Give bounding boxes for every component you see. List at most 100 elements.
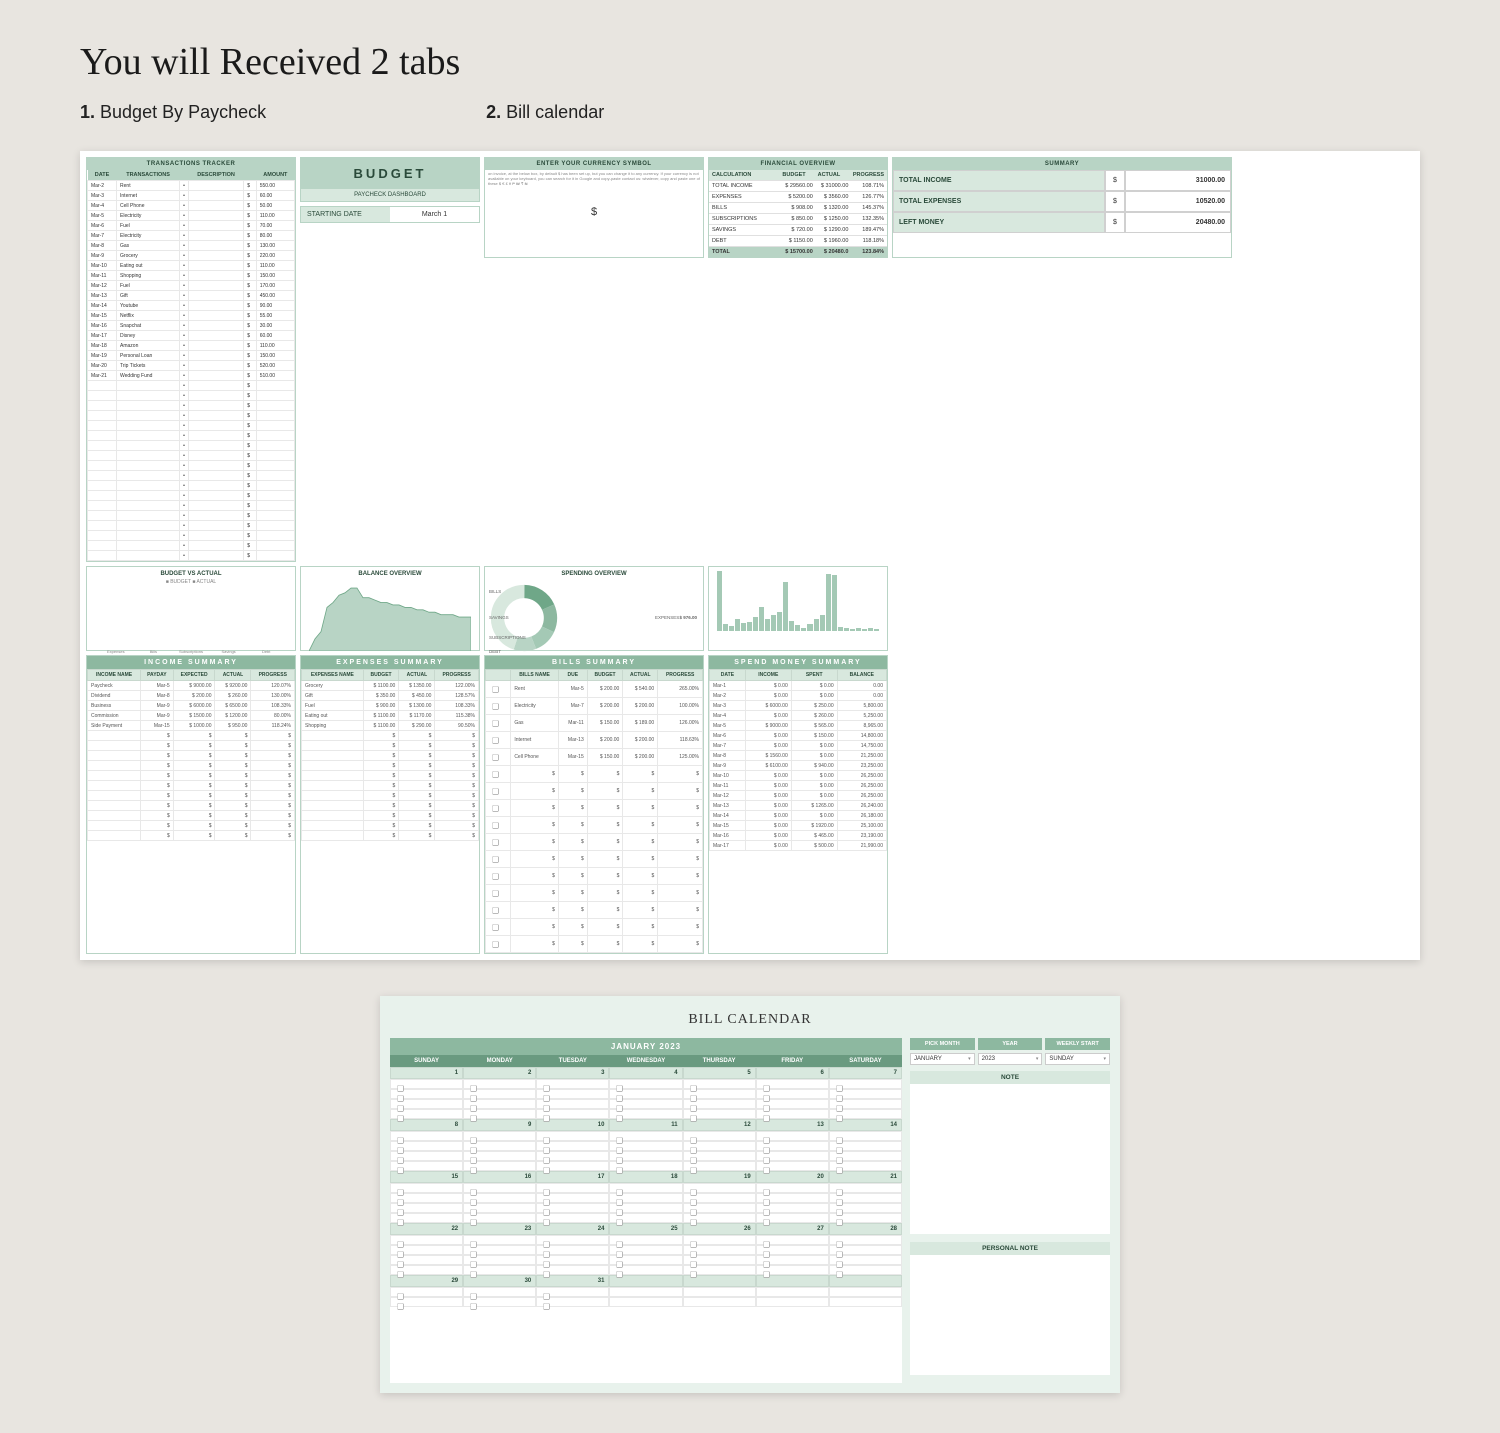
bill-slot-checkbox[interactable] (544, 1189, 551, 1196)
bill-slot-checkbox[interactable] (763, 1199, 770, 1206)
bill-slot-checkbox[interactable] (397, 1115, 404, 1122)
bill-slot-checkbox[interactable] (470, 1137, 477, 1144)
bill-slot-checkbox[interactable] (544, 1293, 551, 1300)
bill-slot-checkbox[interactable] (617, 1147, 624, 1154)
bill-slot-checkbox[interactable] (690, 1241, 697, 1248)
bill-slot-checkbox[interactable] (617, 1241, 624, 1248)
calendar-cell[interactable] (609, 1287, 682, 1297)
bill-slot-checkbox[interactable] (763, 1241, 770, 1248)
calendar-cell[interactable] (756, 1287, 829, 1297)
bill-checkbox[interactable] (492, 924, 499, 931)
bill-slot-checkbox[interactable] (617, 1189, 624, 1196)
calendar-cell[interactable] (829, 1297, 902, 1307)
bill-slot-checkbox[interactable] (544, 1095, 551, 1102)
calendar-cell[interactable] (536, 1235, 609, 1245)
bill-slot-checkbox[interactable] (690, 1095, 697, 1102)
bill-slot-checkbox[interactable] (763, 1147, 770, 1154)
bill-slot-checkbox[interactable] (690, 1105, 697, 1112)
calendar-cell[interactable] (609, 1235, 682, 1245)
calendar-cell[interactable] (536, 1183, 609, 1193)
bill-slot-checkbox[interactable] (617, 1167, 624, 1174)
bill-slot-checkbox[interactable] (617, 1137, 624, 1144)
bill-slot-checkbox[interactable] (470, 1219, 477, 1226)
bill-slot-checkbox[interactable] (763, 1209, 770, 1216)
bill-slot-checkbox[interactable] (397, 1303, 404, 1310)
calendar-cell[interactable] (683, 1079, 756, 1089)
calendar-cell[interactable] (390, 1131, 463, 1141)
calendar-cell[interactable] (829, 1287, 902, 1297)
bill-slot-checkbox[interactable] (763, 1167, 770, 1174)
bill-checkbox[interactable] (492, 856, 499, 863)
calendar-cell[interactable] (829, 1183, 902, 1193)
bill-slot-checkbox[interactable] (544, 1251, 551, 1258)
calendar-cell[interactable] (390, 1235, 463, 1245)
bill-slot-checkbox[interactable] (544, 1303, 551, 1310)
bill-slot-checkbox[interactable] (763, 1115, 770, 1122)
bill-slot-checkbox[interactable] (617, 1261, 624, 1268)
bill-slot-checkbox[interactable] (763, 1261, 770, 1268)
bill-slot-checkbox[interactable] (470, 1189, 477, 1196)
bill-slot-checkbox[interactable] (690, 1157, 697, 1164)
week-start-select[interactable]: SUNDAY (1045, 1053, 1110, 1065)
bill-slot-checkbox[interactable] (397, 1251, 404, 1258)
bill-slot-checkbox[interactable] (470, 1167, 477, 1174)
calendar-cell[interactable] (756, 1297, 829, 1307)
bill-slot-checkbox[interactable] (690, 1271, 697, 1278)
calendar-cell[interactable] (390, 1287, 463, 1297)
bill-slot-checkbox[interactable] (617, 1199, 624, 1206)
bill-checkbox[interactable] (492, 720, 499, 727)
bill-slot-checkbox[interactable] (763, 1219, 770, 1226)
bill-slot-checkbox[interactable] (397, 1241, 404, 1248)
bill-slot-checkbox[interactable] (397, 1085, 404, 1092)
calendar-cell[interactable] (756, 1131, 829, 1141)
bill-slot-checkbox[interactable] (690, 1147, 697, 1154)
bill-slot-checkbox[interactable] (836, 1137, 843, 1144)
bill-checkbox[interactable] (492, 788, 499, 795)
bill-slot-checkbox[interactable] (397, 1095, 404, 1102)
calendar-cell[interactable] (390, 1079, 463, 1089)
bill-slot-checkbox[interactable] (617, 1271, 624, 1278)
note-box[interactable]: NOTE (910, 1071, 1110, 1234)
bill-slot-checkbox[interactable] (690, 1199, 697, 1206)
calendar-cell[interactable] (463, 1079, 536, 1089)
bill-slot-checkbox[interactable] (470, 1147, 477, 1154)
bill-checkbox[interactable] (492, 873, 499, 880)
bill-checkbox[interactable] (492, 754, 499, 761)
bill-slot-checkbox[interactable] (397, 1209, 404, 1216)
calendar-cell[interactable] (756, 1079, 829, 1089)
bill-slot-checkbox[interactable] (544, 1241, 551, 1248)
calendar-cell[interactable] (683, 1183, 756, 1193)
bill-slot-checkbox[interactable] (397, 1189, 404, 1196)
bill-slot-checkbox[interactable] (763, 1157, 770, 1164)
bill-slot-checkbox[interactable] (470, 1241, 477, 1248)
bill-checkbox[interactable] (492, 805, 499, 812)
calendar-cell[interactable] (829, 1131, 902, 1141)
bill-checkbox[interactable] (492, 890, 499, 897)
bill-slot-checkbox[interactable] (544, 1261, 551, 1268)
calendar-cell[interactable] (829, 1079, 902, 1089)
bill-slot-checkbox[interactable] (544, 1271, 551, 1278)
bill-slot-checkbox[interactable] (690, 1137, 697, 1144)
bill-slot-checkbox[interactable] (470, 1105, 477, 1112)
bill-slot-checkbox[interactable] (617, 1095, 624, 1102)
bill-slot-checkbox[interactable] (470, 1157, 477, 1164)
calendar-cell[interactable] (463, 1235, 536, 1245)
bill-slot-checkbox[interactable] (470, 1251, 477, 1258)
bill-slot-checkbox[interactable] (617, 1085, 624, 1092)
bill-slot-checkbox[interactable] (836, 1199, 843, 1206)
calendar-cell[interactable] (683, 1235, 756, 1245)
bill-checkbox[interactable] (492, 941, 499, 948)
bill-slot-checkbox[interactable] (544, 1199, 551, 1206)
bill-slot-checkbox[interactable] (617, 1251, 624, 1258)
bill-slot-checkbox[interactable] (763, 1095, 770, 1102)
bill-slot-checkbox[interactable] (690, 1251, 697, 1258)
bill-slot-checkbox[interactable] (690, 1085, 697, 1092)
start-date-value[interactable]: March 1 (390, 207, 479, 222)
bill-slot-checkbox[interactable] (470, 1199, 477, 1206)
bill-slot-checkbox[interactable] (397, 1105, 404, 1112)
bill-slot-checkbox[interactable] (397, 1167, 404, 1174)
bill-checkbox[interactable] (492, 737, 499, 744)
bill-slot-checkbox[interactable] (544, 1085, 551, 1092)
calendar-cell[interactable] (683, 1131, 756, 1141)
bill-slot-checkbox[interactable] (836, 1167, 843, 1174)
